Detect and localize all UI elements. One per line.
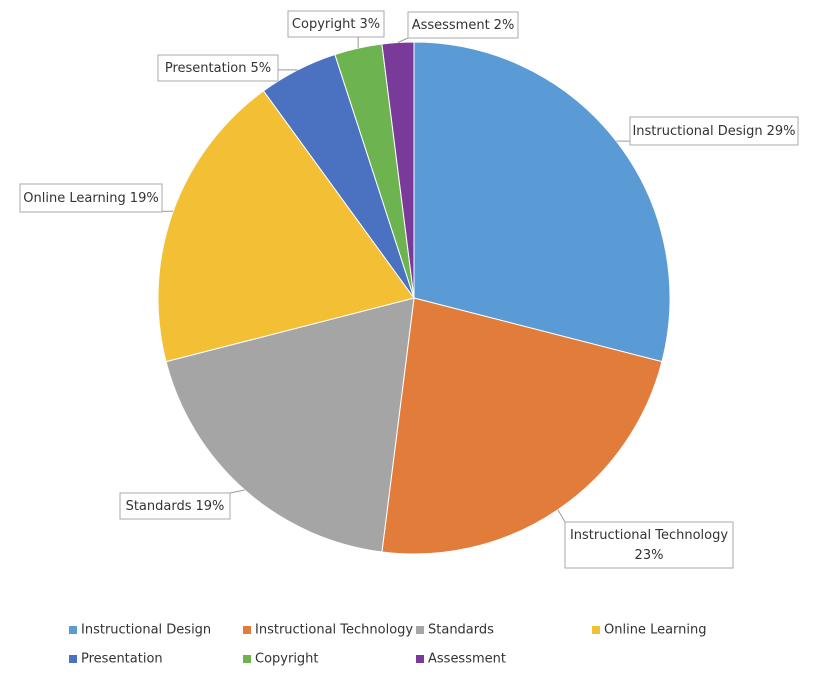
label-value: 19%: [130, 191, 159, 206]
label-name: Online Learning: [23, 191, 126, 206]
legend-swatch: [69, 655, 77, 663]
legend-swatch: [69, 626, 77, 634]
label-box: [287, 10, 385, 38]
label-name: Assessment: [412, 18, 490, 33]
label-value: 29%: [767, 124, 796, 139]
legend-swatch: [416, 655, 424, 663]
data-label: Online Learning 19%: [23, 191, 158, 206]
label-box: [119, 492, 231, 520]
label-value: 19%: [196, 499, 225, 514]
label-box: [157, 54, 279, 82]
label-value: 3%: [359, 17, 380, 32]
legend-label: Standards: [428, 623, 494, 638]
legend-swatch: [592, 626, 600, 634]
legend-swatch: [243, 626, 251, 634]
pie-slice: [381, 297, 663, 555]
label-name: Copyright: [292, 17, 356, 32]
leader-line: [557, 509, 566, 523]
data-label: Standards 19%: [126, 499, 225, 514]
legend-label: Assessment: [428, 652, 506, 667]
data-label: Presentation 5%: [165, 61, 271, 76]
legend-label: Instructional Technology: [255, 623, 413, 638]
pie-slice: [165, 297, 415, 553]
pie-slice: [157, 90, 415, 363]
label-value: 23%: [635, 548, 664, 563]
leader-line: [397, 37, 409, 43]
data-label: Instructional Design 29%: [632, 124, 795, 139]
legend-label: Instructional Design: [81, 623, 211, 638]
leader-line: [229, 489, 245, 494]
data-label: Copyright 3%: [292, 17, 380, 32]
label-box: [564, 521, 734, 569]
label-name: Instructional Technology: [570, 528, 728, 543]
label-box: [629, 116, 799, 146]
label-box: [19, 183, 163, 213]
pie-slice: [413, 41, 671, 363]
data-label: Assessment 2%: [412, 18, 515, 33]
label-value: 5%: [251, 61, 272, 76]
legend-label: Presentation: [81, 652, 163, 667]
label-box: [407, 11, 519, 39]
legend-label: Copyright: [255, 652, 319, 667]
legend-label: Online Learning: [604, 623, 707, 638]
legend-swatch: [243, 655, 251, 663]
label-name: Instructional Design: [632, 124, 762, 139]
data-label: Instructional Technology 23%: [570, 528, 728, 563]
legend-swatch: [416, 626, 424, 634]
label-name: Presentation: [165, 61, 247, 76]
label-name: Standards: [126, 499, 192, 514]
label-value: 2%: [494, 18, 515, 33]
